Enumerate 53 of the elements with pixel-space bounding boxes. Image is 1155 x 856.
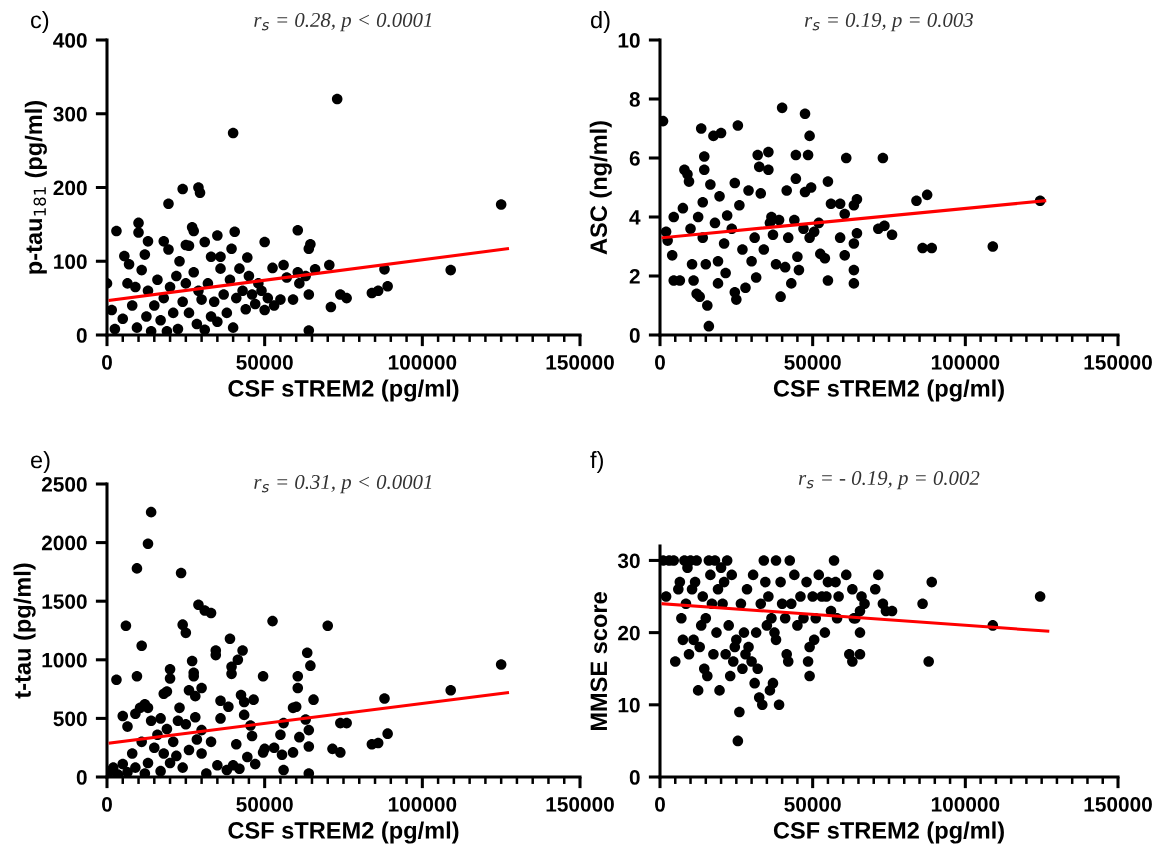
x-axis-title: CSF sTREM2 (pg/ml) [773,821,1004,844]
x-tick-label: 100000 [931,796,1000,812]
y-tick-label: 0 [76,328,87,343]
x-tick-label: 50000 [236,354,293,370]
y-tick-label: 400 [53,33,87,48]
y-tick-label: 300 [53,106,87,122]
y-axis-title: MMSE score [590,592,608,731]
y-tick-label: 4 [629,210,641,225]
x-tick-label: 50000 [784,354,841,370]
y-tick-label: 6 [629,151,640,166]
text: f) [590,450,603,473]
text: e) [31,450,50,473]
text: c) [31,11,49,33]
y-tick-label: 0 [629,328,640,343]
x-tick-label: 150000 [546,354,614,370]
chart-title: r$_{s}$ = 0.28, p < 0.0001 [254,12,432,32]
x-tick-label: 0 [655,354,665,370]
y-tick-label: 8 [629,92,640,107]
y-tick-label: 10 [618,697,640,713]
y-tick-label: 20 [618,625,640,641]
y-tick-label: 1000 [42,652,87,668]
x-tick-label: 150000 [1084,796,1152,812]
chart-title: r$_{s}$ = 0.31, p < 0.0001 [254,474,432,494]
chart-title: r$_{s}$ = - 0.19, p = 0.002 [798,470,980,490]
x-tick-label: 150000 [1084,354,1152,370]
x-tick-label: 50000 [236,796,293,812]
x-tick-label: 150000 [546,796,614,812]
y-axis-title: p-tau$_{181}$ (pg/ml) [24,101,47,274]
y-tick-label: 30 [617,553,640,569]
x-axis-title: CSF sTREM2 (pg/ml) [773,379,1004,402]
y-tick-label: 2500 [41,477,87,492]
y-tick-label: 100 [54,254,87,269]
x-axis-title: CSF sTREM2 (pg/ml) [228,821,459,844]
y-tick-label: 0 [629,770,640,785]
x-tick-label: 50000 [784,796,841,812]
x-tick-label: 0 [102,796,112,812]
y-tick-label: 0 [76,770,87,785]
y-tick-label: 1500 [42,594,87,609]
text: d) [590,11,610,33]
y-tick-label: 200 [53,180,87,196]
x-tick-label: 0 [655,796,665,812]
y-tick-label: 500 [53,711,87,727]
x-axis-title: CSF sTREM2 (pg/ml) [228,379,459,402]
x-tick-label: 0 [102,354,112,370]
x-tick-label: 100000 [388,354,457,370]
x-tick-label: 100000 [388,796,457,812]
y-tick-label: 2 [629,269,640,284]
chart-title: r$_{s}$ = 0.19, p = 0.003 [804,12,973,32]
y-axis-title: t-tau (pg/ml) [13,563,36,699]
y-tick-label: 10 [618,33,640,48]
y-axis-title: ASC (ng/ml) [589,121,612,255]
y-tick-label: 2000 [41,535,87,551]
x-tick-label: 100000 [931,354,1000,370]
